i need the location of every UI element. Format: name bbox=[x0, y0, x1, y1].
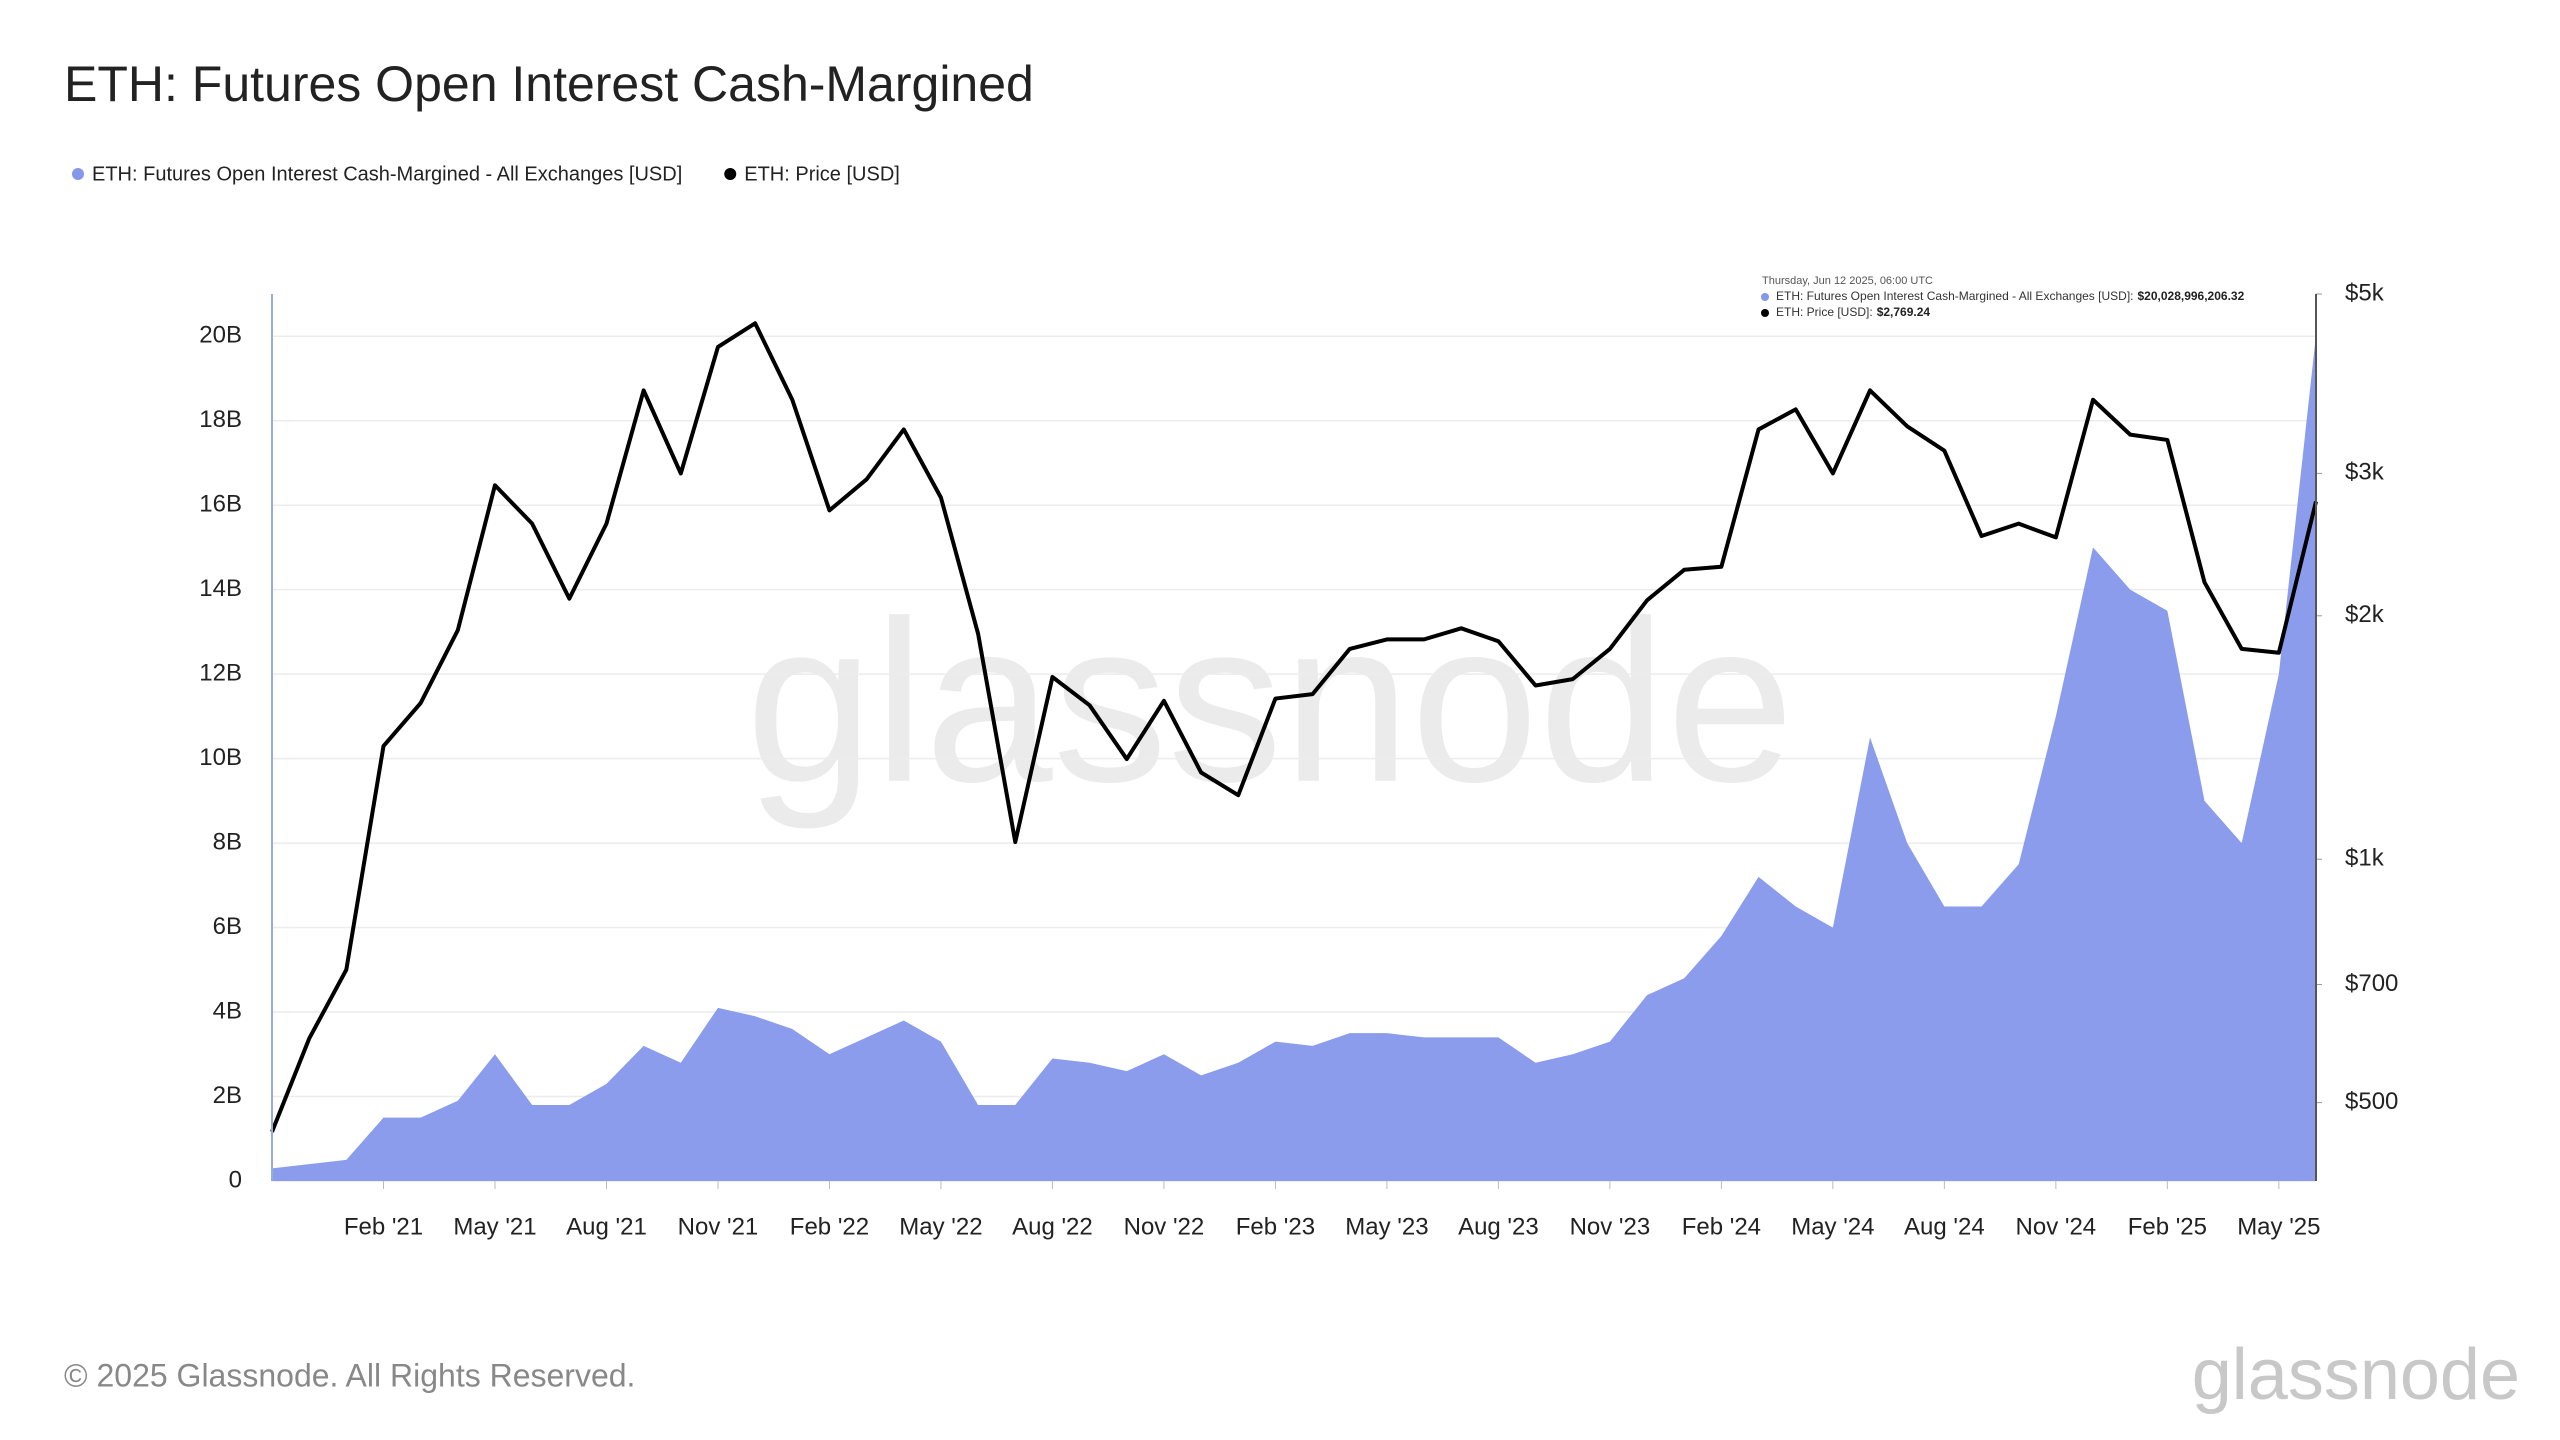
tooltip-label: ETH: Price [USD]: bbox=[1776, 305, 1873, 319]
y-tick-label: 8B bbox=[213, 828, 242, 855]
legend-label: ETH: Price [USD] bbox=[744, 163, 900, 185]
oi-area bbox=[272, 335, 2316, 1182]
x-tick-label: Nov '22 bbox=[1124, 1213, 1205, 1240]
x-tick-label: Aug '22 bbox=[1012, 1213, 1093, 1240]
tooltip-marker bbox=[1761, 309, 1769, 317]
y-tick-label: 12B bbox=[199, 659, 242, 686]
x-tick-label: May '25 bbox=[2237, 1213, 2320, 1240]
x-tick-label: Nov '21 bbox=[678, 1213, 759, 1240]
price-line bbox=[270, 321, 2318, 1133]
y2-tick-label: $3k bbox=[2345, 459, 2385, 486]
tooltip-label: ETH: Futures Open Interest Cash-Margined… bbox=[1776, 289, 2133, 303]
y-tick-label: 16B bbox=[199, 491, 242, 518]
y-tick-label: 10B bbox=[199, 744, 242, 771]
watermark: glassnode bbox=[746, 573, 1795, 830]
x-tick-label: May '21 bbox=[453, 1213, 536, 1240]
x-tick-label: May '24 bbox=[1791, 1213, 1874, 1240]
x-tick-label: Nov '24 bbox=[2016, 1213, 2097, 1240]
y-tick-label: 4B bbox=[213, 997, 242, 1024]
legend-marker bbox=[724, 168, 737, 180]
footer: © 2025 Glassnode. All Rights Reserved. bbox=[64, 1357, 635, 1393]
y-tick-label: 6B bbox=[213, 913, 242, 940]
x-tick-label: Nov '23 bbox=[1570, 1213, 1651, 1240]
y2-tick-label: $1k bbox=[2345, 845, 2385, 872]
chart-title: ETH: Futures Open Interest Cash-Margined bbox=[64, 56, 1034, 112]
y2-tick-label: $500 bbox=[2345, 1088, 2398, 1115]
x-tick-label: Feb '24 bbox=[1682, 1213, 1761, 1240]
x-tick-label: Feb '21 bbox=[344, 1213, 423, 1240]
y2-tick-label: $5k bbox=[2345, 279, 2385, 306]
y-tick-label: 2B bbox=[213, 1082, 242, 1109]
y2-tick-label: $700 bbox=[2345, 970, 2398, 997]
x-tick-label: Aug '24 bbox=[1904, 1213, 1985, 1240]
x-tick-label: Feb '23 bbox=[1236, 1213, 1315, 1240]
y-tick-label: 0 bbox=[229, 1166, 242, 1193]
legend-label: ETH: Futures Open Interest Cash-Margined… bbox=[92, 163, 682, 185]
tooltip-date: Thursday, Jun 12 2025, 06:00 UTC bbox=[1762, 275, 1933, 287]
x-tick-label: Aug '21 bbox=[566, 1213, 647, 1240]
logo: glassnode bbox=[2192, 1335, 2520, 1415]
x-tick-label: Aug '23 bbox=[1458, 1213, 1539, 1240]
y-tick-label: 20B bbox=[199, 322, 242, 349]
x-tick-label: May '22 bbox=[899, 1213, 982, 1240]
x-tick-label: May '23 bbox=[1345, 1213, 1428, 1240]
y-tick-label: 18B bbox=[199, 406, 242, 433]
tooltip-value: $2,769.24 bbox=[1877, 305, 1931, 319]
x-tick-label: Feb '25 bbox=[2128, 1213, 2207, 1240]
x-tick-label: Feb '22 bbox=[790, 1213, 869, 1240]
tooltip-value: $20,028,996,206.32 bbox=[2137, 289, 2244, 303]
legend-marker bbox=[72, 168, 84, 180]
y-tick-label: 14B bbox=[199, 575, 242, 602]
tooltip-marker bbox=[1761, 293, 1769, 301]
y2-tick-label: $2k bbox=[2345, 601, 2385, 628]
